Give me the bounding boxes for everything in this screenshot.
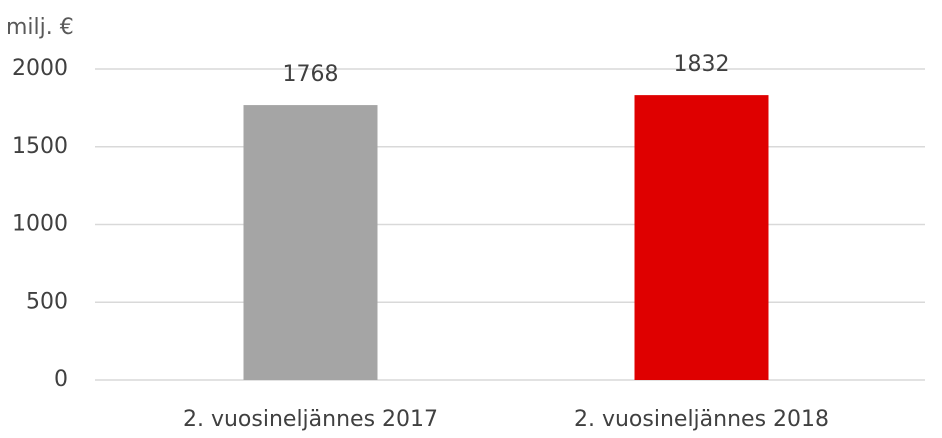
data-label: 1768 xyxy=(283,62,339,87)
y-tick-label: 1500 xyxy=(12,134,68,159)
y-tick-label: 2000 xyxy=(12,56,68,81)
y-axis-label: milj. € xyxy=(6,15,74,40)
data-label: 1832 xyxy=(674,52,730,77)
x-tick-label: 2. vuosineljännes 2018 xyxy=(574,407,829,432)
bar xyxy=(243,105,378,381)
y-tick-label: 500 xyxy=(26,289,68,314)
x-tick-label: 2. vuosineljännes 2017 xyxy=(183,407,438,432)
y-tick-label: 0 xyxy=(54,367,68,392)
y-tick-label: 1000 xyxy=(12,212,68,237)
bar xyxy=(634,95,769,381)
